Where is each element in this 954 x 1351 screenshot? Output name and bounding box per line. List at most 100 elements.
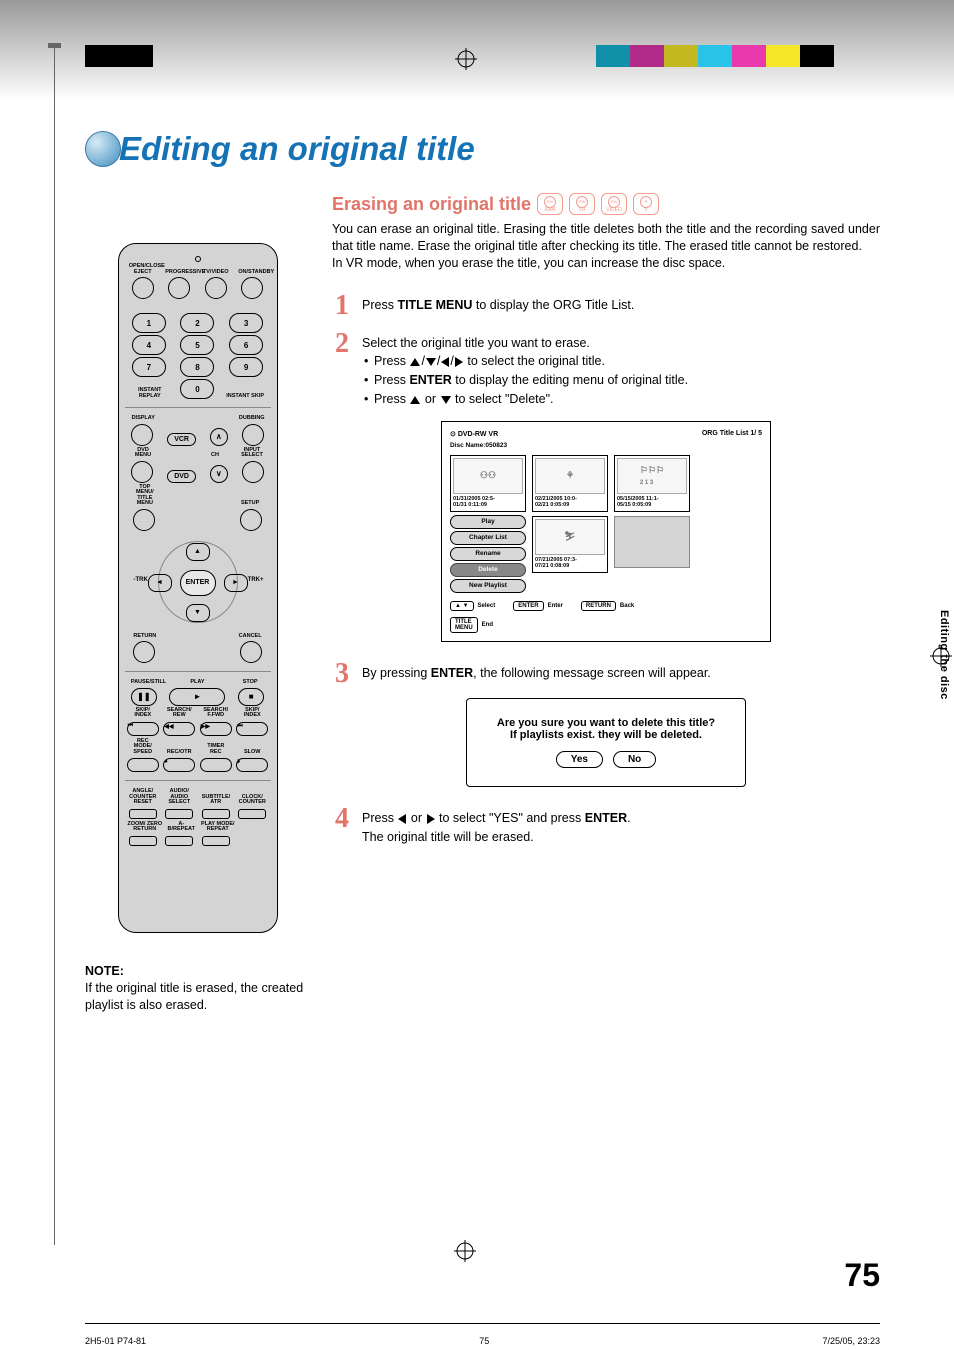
- page-number: 75: [844, 1257, 880, 1294]
- thumb-1: ⚇⚇ 01/31/2005 02:5-01/31 0:11:09: [450, 455, 526, 512]
- lbl-open-close: OPEN/CLOSE EJECT: [129, 264, 157, 275]
- btn-ab-repeat: [165, 836, 193, 846]
- thumb-3: ⚐⚐⚐2 1 3 05/15/2005 11:1-05/15 0:05:09: [614, 455, 690, 512]
- btn-input-select: [242, 461, 264, 483]
- lbl-timer-rec: TIMER REC: [202, 744, 230, 755]
- lbl-return: RETURN: [131, 634, 159, 640]
- btn-1: 1: [132, 313, 166, 333]
- footer-right: 7/25/05, 23:23: [822, 1336, 880, 1346]
- btn-tv-video: [205, 277, 227, 299]
- lbl-tv-video: TV/VIDEO: [202, 270, 230, 276]
- lbl-instant-skip: INSTANT SKIP: [225, 394, 265, 400]
- note-body: If the original title is erased, the cre…: [85, 981, 303, 1012]
- btn-standby: [241, 277, 263, 299]
- remote-control-figure: OPEN/CLOSE EJECT PROGRESSIVE TV/VIDEO ON…: [118, 243, 278, 933]
- menu-chapter-list: Chapter List: [450, 531, 526, 545]
- btn-5: 5: [180, 335, 214, 355]
- btn-dvd-menu: [131, 461, 153, 483]
- lbl-clock: CLOCK/ COUNTER: [238, 795, 266, 806]
- btn-eject: [132, 277, 154, 299]
- step-1: 1 Press TITLE MENU to display the ORG Ti…: [332, 292, 880, 320]
- crop-mark-left: [54, 45, 55, 1245]
- lbl-rec-mode: REC MODE/ SPEED: [129, 739, 157, 756]
- lbl-dubbing: DUBBING: [238, 416, 266, 422]
- lbl-audio: AUDIO/ AUDIO SELECT: [165, 789, 193, 806]
- step-num-4: 4: [332, 805, 352, 833]
- menu-delete: Delete: [450, 563, 526, 577]
- thumb-2: ⚘ 02/21/2005 10:0-02/21 0:05:09: [532, 455, 608, 512]
- btn-stop: ■: [238, 688, 264, 706]
- btn-rec-mode: [127, 758, 159, 772]
- btn-zoom: [129, 836, 157, 846]
- disc-badge-video: RWVIDEO: [601, 193, 627, 215]
- lbl-skip-l: SKIP/ INDEX: [129, 708, 157, 719]
- registration-black-bar: [85, 45, 153, 67]
- btn-3: 3: [229, 313, 263, 333]
- btn-4: 4: [132, 335, 166, 355]
- color-cyan: [698, 45, 732, 67]
- color-darkmagenta: [630, 45, 664, 67]
- btn-7: 7: [132, 357, 166, 377]
- screen-legend: ▲ ▼Select ENTEREnter RETURNBack: [450, 601, 762, 611]
- dpad-right: ►: [224, 574, 248, 592]
- btn-setup: [240, 509, 262, 531]
- btn-subtitle: [202, 809, 230, 819]
- registration-color-bar: [596, 45, 834, 67]
- lbl-trk-plus: TRK+: [248, 577, 264, 583]
- dpad-left: ◄: [148, 574, 172, 592]
- btn-ch-down: ∨: [210, 465, 228, 483]
- btn-play-mode: [202, 836, 230, 846]
- footer-rule: [85, 1323, 880, 1324]
- lbl-ffwd: SEARCH/ F.FWD: [202, 708, 230, 719]
- lbl-pause: PAUSE/STILL: [131, 680, 159, 686]
- btn-ch-up: ∧: [210, 428, 228, 446]
- dpad-up: ▲: [186, 543, 210, 561]
- thumb-4: ⛷ 07/21/2005 07:3-07/21 0:08:09: [532, 516, 608, 573]
- btn-enter: ENTER: [180, 570, 216, 596]
- lbl-rew: SEARCH/ REW: [165, 708, 193, 719]
- section-intro: You can erase an original title. Erasing…: [332, 221, 880, 272]
- btn-return: [133, 641, 155, 663]
- note-block: NOTE: If the original title is erased, t…: [85, 963, 310, 1014]
- disc-badge-ram: RWRAM: [537, 193, 563, 215]
- btn-skip-fwd: ⏭: [236, 722, 268, 736]
- btn-2: 2: [180, 313, 214, 333]
- color-darkcyan: [596, 45, 630, 67]
- lbl-play-mode: PLAY MODE/ REPEAT: [200, 822, 236, 833]
- lbl-ab-repeat: A-B/REPEAT: [167, 822, 195, 833]
- btn-6: 6: [229, 335, 263, 355]
- disc-badge-vr: RWVR: [569, 193, 595, 215]
- btn-rew: ◀◀: [163, 722, 195, 736]
- btn-ffwd: ▶▶: [200, 722, 232, 736]
- btn-0: 0: [180, 379, 214, 399]
- menu-play: Play: [450, 515, 526, 529]
- btn-8: 8: [180, 357, 214, 377]
- lbl-rec-otr: REC/OTR: [165, 750, 193, 756]
- delete-confirm-dialog: Are you sure you want to delete this tit…: [466, 698, 746, 787]
- section-subtitle: Erasing an original title: [332, 194, 531, 215]
- lbl-setup: SETUP: [236, 501, 264, 507]
- registration-crosshair-top: [455, 48, 477, 70]
- disc-badge-v: RV: [633, 193, 659, 215]
- btn-slow: ⏵: [236, 758, 268, 772]
- menu-new-playlist: New Playlist: [450, 579, 526, 593]
- color-yellow: [766, 45, 800, 67]
- lbl-dvd-menu: DVD MENU: [129, 448, 157, 459]
- lbl-angle: ANGLE/ COUNTER RESET: [129, 789, 157, 806]
- step-3: 3 By pressing ENTER, the following messa…: [332, 660, 880, 688]
- lbl-display: DISPLAY: [129, 416, 157, 422]
- lbl-skip-r: SKIP/ INDEX: [238, 708, 266, 719]
- btn-9: 9: [229, 357, 263, 377]
- title-bullet-icon: [85, 131, 121, 167]
- footer-center: 75: [479, 1336, 489, 1346]
- btn-rec: ●: [163, 758, 195, 772]
- lbl-subtitle: SUBTITLE/ ATR: [202, 795, 230, 806]
- step-num-2: 2: [332, 330, 352, 358]
- lbl-stop: STOP: [236, 680, 264, 686]
- org-title-list-screen: ⊙ DVD-RW VR ORG Title List 1/ 5 Disc Nam…: [441, 421, 771, 642]
- btn-audio: [165, 809, 193, 819]
- btn-timer-rec: [200, 758, 232, 772]
- btn-display: [131, 424, 153, 446]
- btn-play: ►: [169, 688, 225, 706]
- page-title-bar: Editing an original title: [85, 130, 880, 168]
